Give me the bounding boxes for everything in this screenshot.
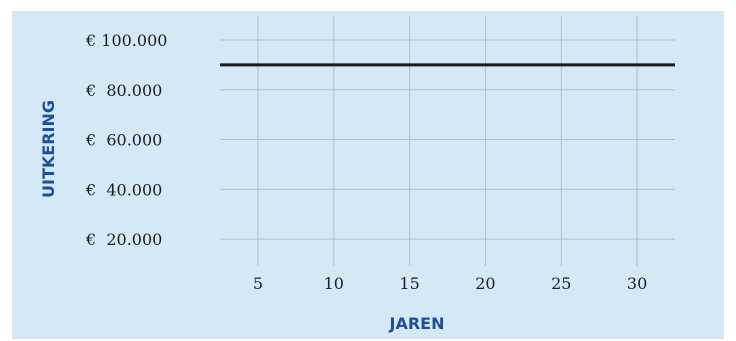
x-axis-ticks: 5 10 15 20 25 30: [253, 274, 647, 293]
x-tick-label: 30: [627, 274, 647, 293]
x-axis-label: JAREN: [389, 314, 445, 333]
y-tick-label: € 40.000: [85, 180, 162, 199]
y-tick-label: € 80.000: [85, 81, 162, 100]
y-axis-label: UITKERING: [39, 100, 58, 198]
x-tick-label: 25: [551, 274, 571, 293]
grid: [220, 16, 675, 266]
x-tick-label: 5: [253, 274, 263, 293]
x-tick-label: 15: [399, 274, 419, 293]
y-tick-label: € 100.000: [85, 31, 167, 50]
chart-panel: € 20.000 € 40.000 € 60.000 € 80.000 € 100.00…: [12, 11, 724, 339]
y-tick-label: € 60.000: [85, 131, 162, 150]
chart-svg: € 20.000 € 40.000 € 60.000 € 80.000 € 100.00…: [39, 16, 675, 333]
y-tick-label: € 20.000: [85, 230, 162, 249]
x-tick-label: 20: [475, 274, 495, 293]
x-tick-label: 10: [324, 274, 344, 293]
y-axis-ticks: € 20.000 € 40.000 € 60.000 € 80.000 € 100.00…: [85, 31, 167, 249]
